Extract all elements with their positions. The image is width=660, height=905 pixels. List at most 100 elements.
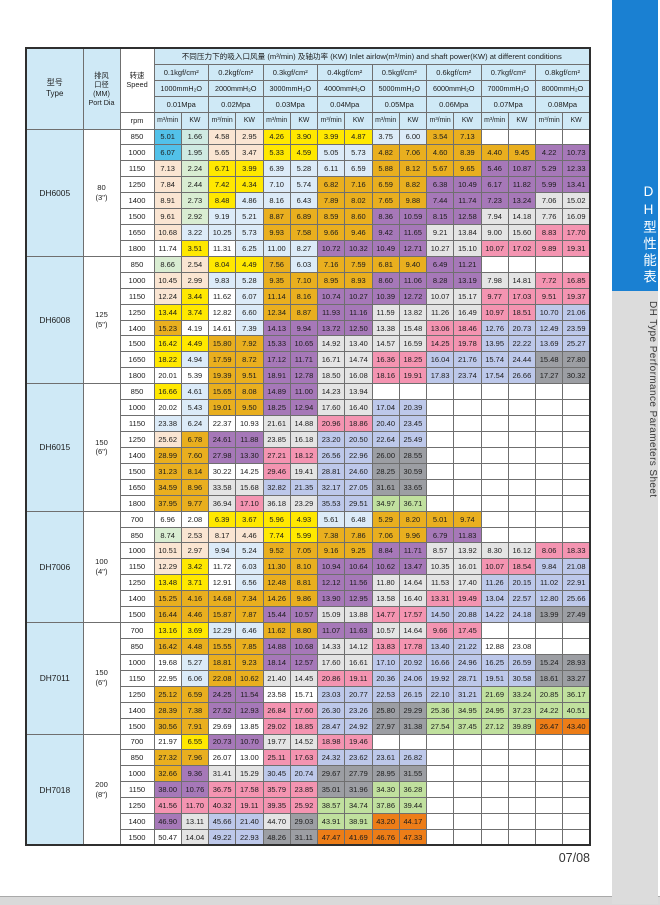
flow-value-cell: 45.66 [207,813,237,831]
rpm-cell: 1800 [119,239,155,257]
power-value-cell: 7.59 [344,255,373,273]
power-unit-header: KW [453,111,482,130]
flow-value-cell: 24.61 [207,431,237,448]
power-value-cell: 11.71 [398,542,428,560]
power-value-cell: 4.87 [344,128,373,146]
power-value-cell: 27.49 [562,606,591,624]
pressure-mmh2o-header: 3000mmH₂O [262,79,318,97]
rpm-cell: 1000 [119,653,155,671]
power-value-cell: 5.21 [235,208,264,226]
power-value-cell: 17.40 [453,574,482,592]
power-value-cell: 31.11 [289,829,319,846]
power-value-cell: 24.06 [398,669,428,687]
rpm-cell: 1500 [119,717,155,735]
flow-value-cell: 34.59 [153,478,182,496]
port-inch-value: (5") [95,320,108,330]
flow-value-cell: 23.38 [153,415,182,433]
flow-value-cell: 11.59 [371,303,400,321]
flow-value-cell: 15.55 [207,638,237,655]
table-row: DH6008 125 (5") 850 8.66 2.54 8.04 4.49 7.56 6.03… [25,255,591,385]
flow-unit-header: m³/min [534,111,564,130]
power-value-cell: 25.49 [398,431,428,448]
power-value-cell: 6.56 [235,574,264,592]
flow-value-cell: 17.10 [371,653,400,671]
flow-value-cell: 12.49 [534,319,564,337]
power-value-cell: 13.19 [453,271,482,289]
power-value-cell: 9.25 [344,542,373,560]
port-inch-value: (8") [95,789,108,799]
power-value-cell: 19.46 [344,733,373,751]
power-value-cell [507,255,537,273]
flow-value-cell [480,128,509,146]
flow-value-cell [425,765,455,783]
flow-value-cell [480,526,509,544]
power-value-cell: 3.22 [180,224,210,241]
table-row: 1500 50.47 14.04 49.22 22.93 48.26 31.11 47.47 4… [26,829,591,846]
power-value-cell: 11.70 [180,797,210,815]
flow-unit-header: m³/min [480,111,509,130]
power-value-cell: 18.86 [344,415,373,433]
flow-value-cell: 15.24 [534,653,564,671]
flow-value-cell: 19.51 [480,669,509,687]
rpm-cell: 1250 [119,303,155,321]
flow-value-cell [534,255,564,273]
power-value-cell [562,526,591,544]
flow-value-cell: 9.16 [316,542,346,560]
power-value-cell: 21.35 [289,478,319,496]
power-value-cell: 3.90 [289,128,319,146]
power-value-cell: 3.99 [235,160,264,178]
flow-value-cell [534,622,564,639]
power-value-cell: 27.05 [344,478,373,496]
rpm-cell: 1500 [119,335,155,353]
flow-value-cell: 20.40 [371,415,400,433]
flow-value-cell: 29.02 [262,717,291,735]
flow-value-cell: 17.83 [425,367,455,385]
power-value-cell [507,399,537,417]
type-column-header: 型号 Type [25,47,84,130]
flow-value-cell: 13.38 [371,319,400,337]
flow-value-cell: 5.96 [262,510,291,528]
flow-unit-header: m³/min [207,111,237,130]
port-diameter-cell: 150 (6") [82,622,121,735]
power-value-cell: 2.54 [180,255,210,273]
flow-value-cell: 7.98 [480,271,509,289]
power-value-cell [453,829,482,846]
power-value-cell: 23.08 [507,638,537,655]
power-value-cell: 5.28 [289,160,319,178]
power-value-cell [507,128,537,146]
flow-value-cell: 5.88 [371,160,400,178]
flow-value-cell: 16.66 [153,383,182,401]
table-row: 1000 10.45 2.99 9.83 5.28 9.35 7.10 8.95 8.93 8.6… [26,271,591,289]
flow-value-cell: 21.40 [262,669,291,687]
flow-value-cell: 23.20 [316,431,346,448]
flow-value-cell: 26.84 [262,701,291,719]
flow-value-cell: 6.39 [262,160,291,178]
flow-value-cell: 6.79 [425,526,455,544]
flow-value-cell: 26.00 [371,446,400,464]
flow-value-cell: 18.50 [316,367,346,385]
power-value-cell: 18.51 [507,303,537,321]
table-row: DH6005 80 (3") 850 5.01 1.66 4.58 2.95 4.26 3.90 3… [25,128,591,257]
flow-value-cell: 14.77 [371,606,400,624]
pressure-mpa-header: 0.08Mpa [535,95,591,113]
power-value-cell: 5.27 [180,653,210,671]
flow-value-cell: 13.72 [316,319,346,337]
pressure-mpa-header: 0.07Mpa [480,95,536,113]
power-value-cell: 24.96 [453,653,482,671]
power-value-cell [453,494,482,512]
flow-value-cell: 8.95 [316,271,346,289]
power-value-cell: 4.34 [235,176,264,194]
flow-value-cell: 3.99 [316,128,346,146]
power-value-cell: 9.74 [453,510,482,528]
power-value-cell [562,415,591,433]
flow-value-cell: 18.98 [316,733,346,751]
flow-value-cell: 9.94 [207,542,237,560]
flow-value-cell: 25.11 [262,749,291,767]
flow-value-cell [425,797,455,815]
table-row: 1250 25.12 6.59 24.25 11.54 23.58 15.71 23.03 20… [26,685,591,703]
flow-value-cell: 8.28 [425,271,455,289]
flow-value-cell: 12.24 [153,287,182,305]
power-value-cell: 20.39 [398,399,428,417]
power-value-cell: 10.57 [289,606,319,624]
power-value-cell [453,749,482,767]
